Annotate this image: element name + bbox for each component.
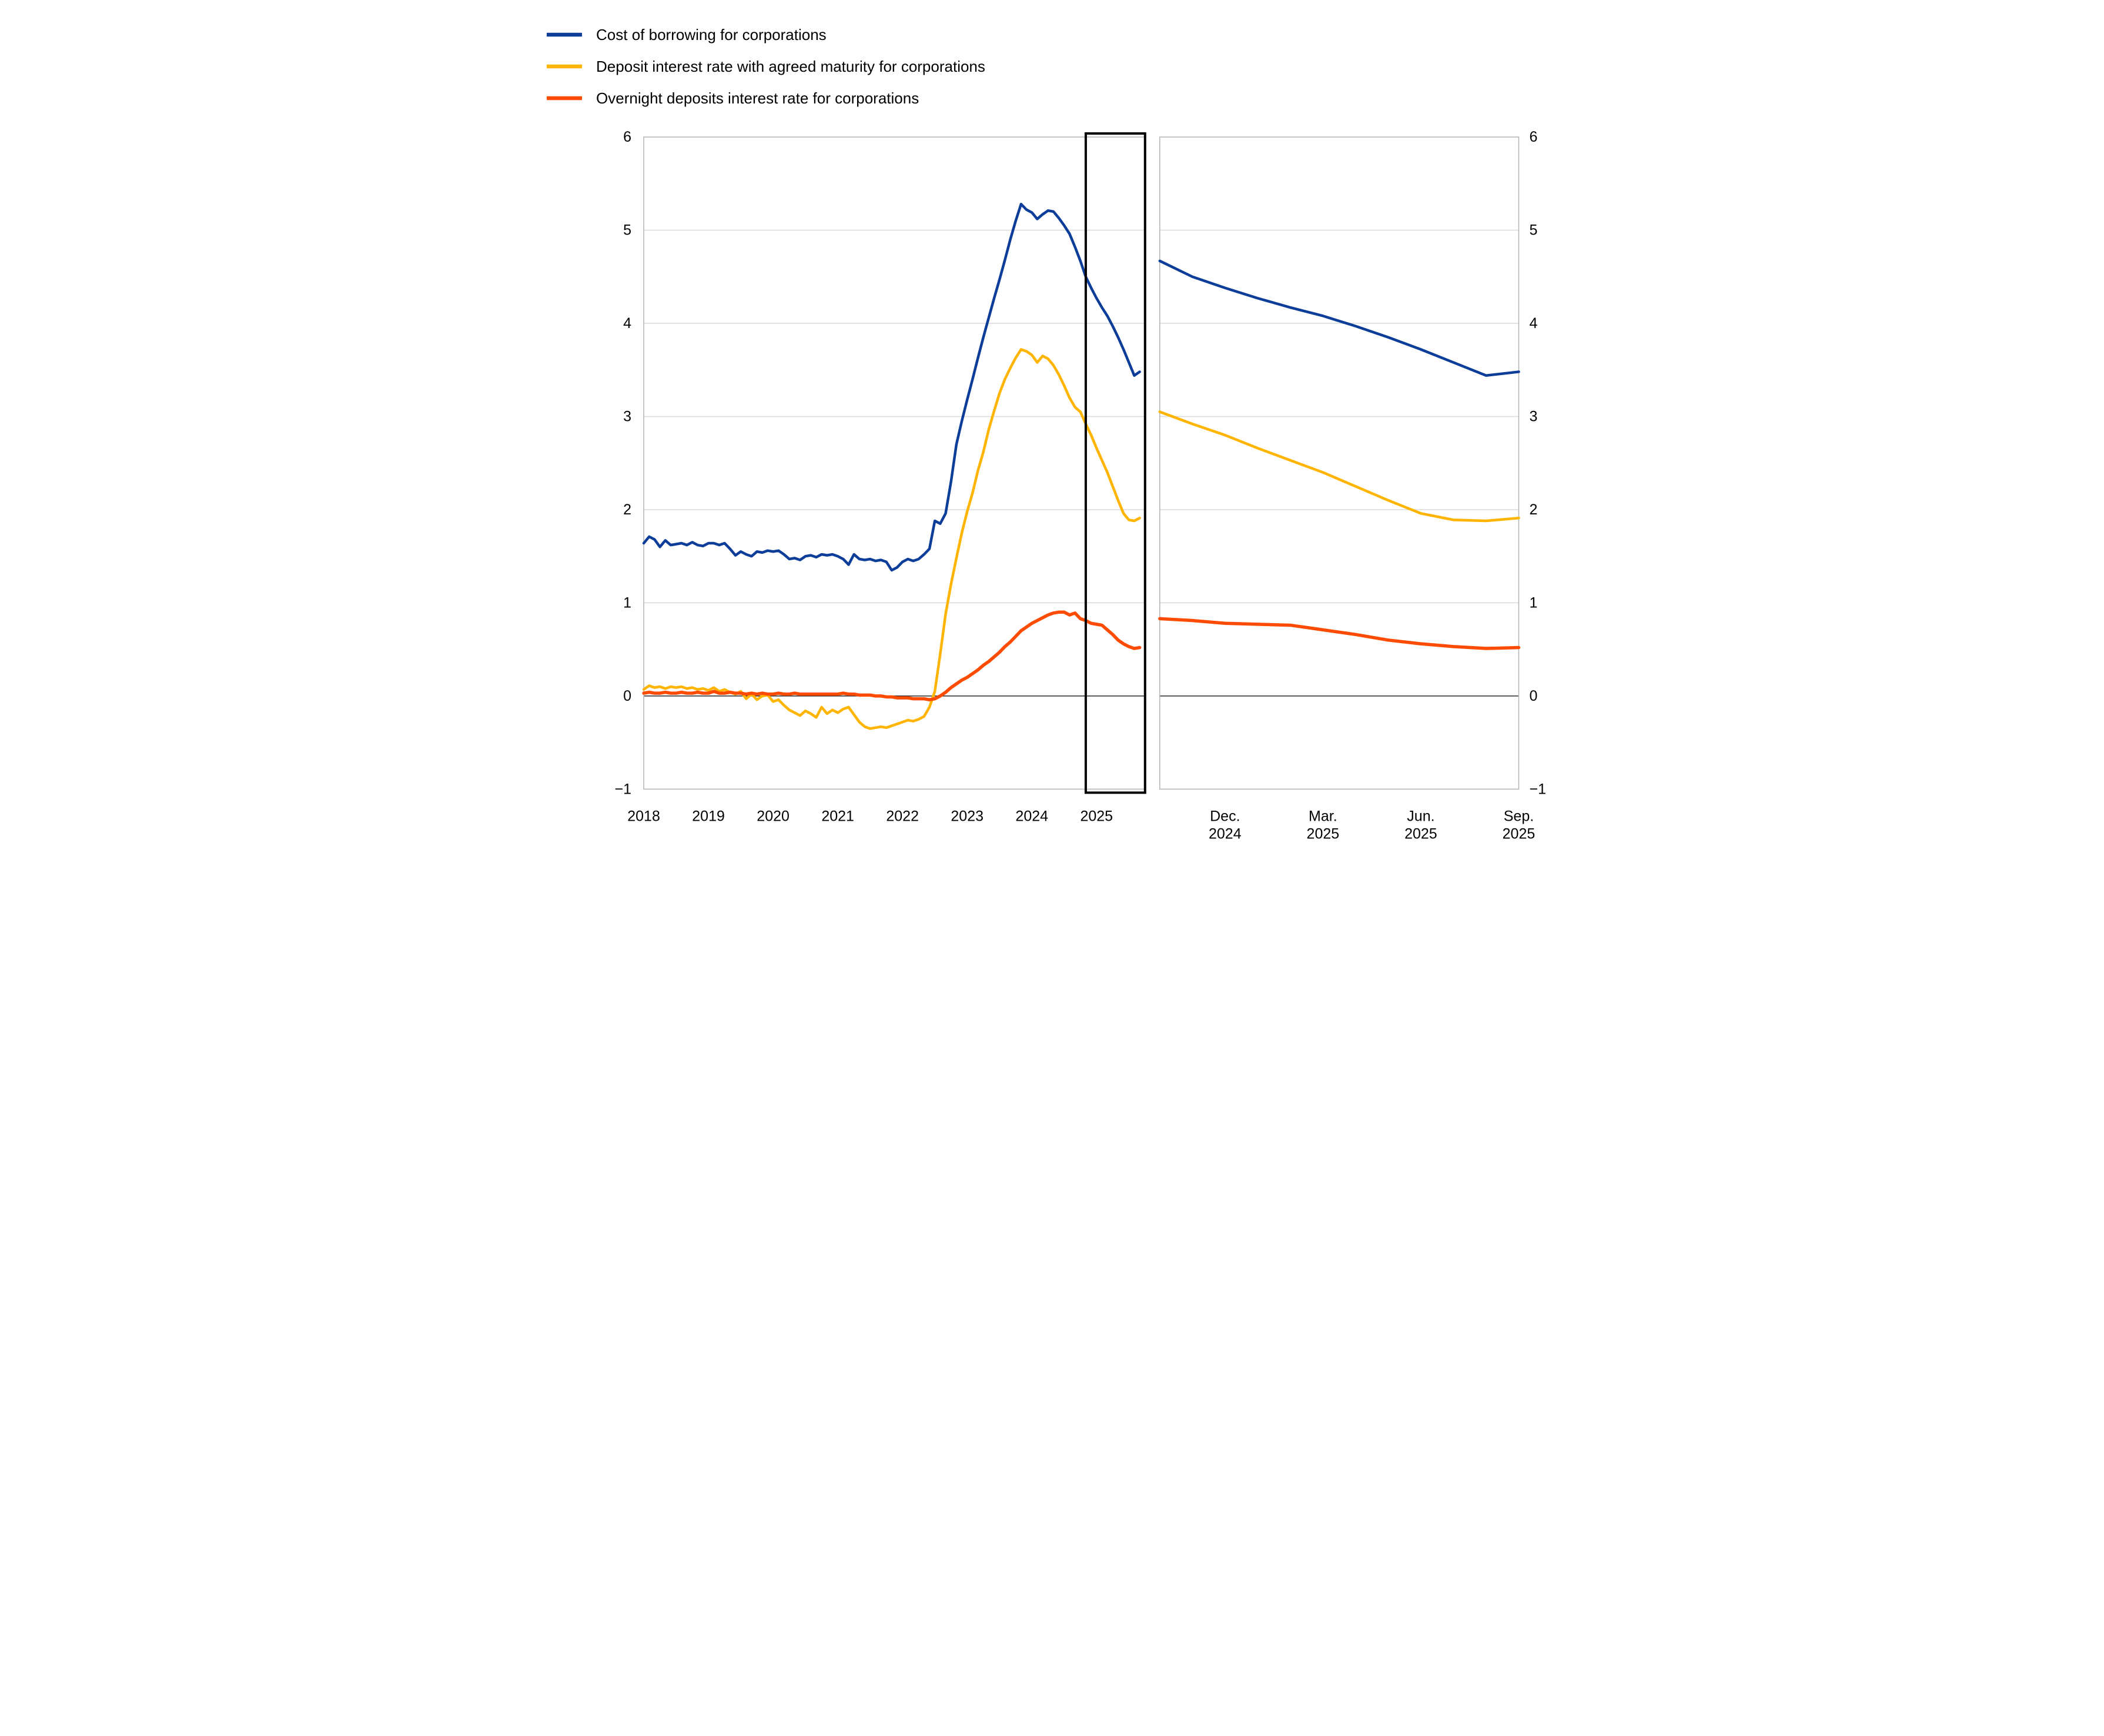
x-tick-label: Dec. 2024: [1209, 808, 1242, 842]
legend: Cost of borrowing for corporations Deposi…: [546, 26, 985, 107]
x-tick-month: Jun.: [1407, 808, 1434, 824]
x-tick-label: Sep. 2025: [1502, 808, 1535, 842]
y-tick-label: 2: [1529, 501, 1537, 518]
x-tick-month: Mar.: [1309, 808, 1337, 824]
y-tick-label: 1: [1529, 594, 1537, 611]
series-line-overnight-deposits-interest-rate-for-corporations: [1158, 617, 1520, 650]
x-tick-label: 2021: [821, 808, 854, 824]
main-panel: 6 5 4 3 2 1 0 −1 2018 2019 2020 2021 2022 2023 2024 202…: [614, 129, 1146, 824]
series-line-cost-of-borrowing-for-corporations: [642, 202, 1141, 572]
panel-border: [1159, 136, 1519, 790]
y-tick-label: 4: [1529, 315, 1537, 332]
series-line-deposit-interest-rate-with-agreed-maturity-for-corporations: [1158, 410, 1520, 523]
x-tick-year: 2024: [1209, 825, 1242, 842]
x-tick-label: Jun. 2025: [1404, 808, 1437, 842]
series-line-overnight-deposits-interest-rate-for-corporations: [641, 610, 1141, 701]
rates-chart: Cost of borrowing for corporations Deposi…: [526, 0, 1578, 868]
y-tick-label: 2: [623, 501, 631, 518]
x-tick-year: 2025: [1306, 825, 1339, 842]
y-tick-label: 3: [1529, 408, 1537, 424]
x-tick-label: 2023: [951, 808, 984, 824]
y-tick-label: −1: [1529, 781, 1546, 797]
x-tick-month: Sep.: [1503, 808, 1533, 824]
y-tick-label: 1: [623, 594, 631, 611]
y-tick-label: 4: [623, 315, 631, 332]
legend-label: Deposit interest rate with agreed maturi…: [596, 58, 985, 75]
x-tick-label: 2024: [1015, 808, 1048, 824]
x-tick-label: 2019: [692, 808, 725, 824]
series-line-cost-of-borrowing-for-corporations: [1158, 259, 1520, 377]
y-tick-label: 5: [623, 222, 631, 239]
y-tick-label: −1: [614, 781, 631, 797]
y-tick-label: 3: [623, 408, 631, 424]
x-tick-month: Dec.: [1210, 808, 1240, 824]
x-tick-label: 2022: [886, 808, 919, 824]
series-line-deposit-interest-rate-with-agreed-maturity-for-corporations: [642, 348, 1141, 730]
x-tick-year: 2025: [1502, 825, 1535, 842]
legend-label: Overnight deposits interest rate for cor…: [596, 89, 919, 107]
y-tick-label: 0: [623, 688, 631, 704]
y-tick-label: 6: [1529, 129, 1537, 145]
x-tick-label: Mar. 2025: [1306, 808, 1339, 842]
y-tick-label: 0: [1529, 688, 1537, 704]
x-tick-label: 2018: [627, 808, 660, 824]
x-tick-label: 2025: [1080, 808, 1113, 824]
y-tick-label: 5: [1529, 222, 1537, 239]
highlight-box: [1084, 132, 1146, 794]
y-tick-label: 6: [623, 129, 631, 145]
x-tick-year: 2025: [1404, 825, 1437, 842]
rates-figure: Cost of borrowing for corporations Deposi…: [526, 0, 1578, 868]
legend-label: Cost of borrowing for corporations: [596, 26, 827, 44]
x-tick-label: 2020: [757, 808, 790, 824]
